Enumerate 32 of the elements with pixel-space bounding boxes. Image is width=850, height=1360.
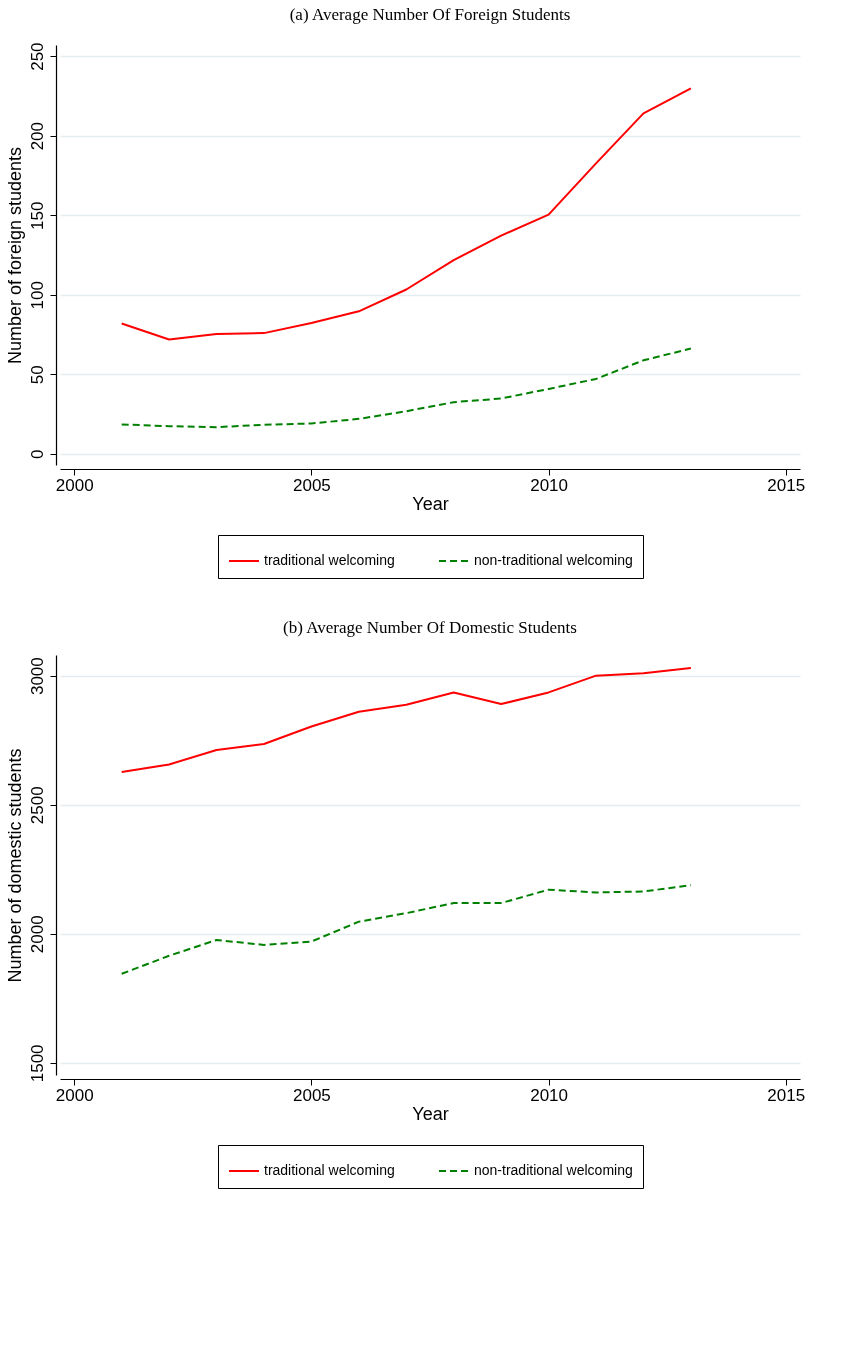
y-tick-label: 1500 [27, 1044, 47, 1083]
y-tick-label: 2500 [27, 786, 47, 825]
chart-title: (b) Average Number Of Domestic Students [283, 618, 577, 637]
y-tick-label: 2000 [27, 915, 47, 954]
y-tick-label: 3000 [27, 657, 47, 696]
chart-title: (a) Average Number Of Foreign Students [289, 4, 571, 24]
y-tick-label: 100 [27, 281, 47, 310]
line-series [120, 87, 692, 341]
x-tick-label: 2010 [530, 1085, 568, 1105]
x-tick-label: 2015 [767, 475, 806, 495]
x-tick-label: 2010 [530, 475, 568, 495]
y-tick-label: 50 [27, 365, 47, 385]
legend-label: traditional welcoming [264, 552, 395, 568]
x-tick-label: 2005 [293, 475, 331, 495]
y-tick-label: 250 [27, 42, 47, 71]
line-series [120, 347, 692, 429]
line-series [120, 884, 692, 975]
x-tick-label: 2015 [767, 1085, 806, 1105]
x-tick-label: 2005 [293, 1085, 331, 1105]
y-tick-label: 0 [27, 449, 47, 460]
legend-label: traditional welcoming [264, 1162, 395, 1178]
y-axis-title: Number of foreign students [4, 146, 25, 365]
x-tick-label: 2000 [55, 1085, 94, 1105]
x-tick-label: 2000 [55, 475, 94, 495]
legend-label: non-traditional welcoming [474, 1162, 633, 1178]
y-axis-title: Number of domestic students [4, 748, 25, 983]
x-axis-title: Year [412, 493, 449, 514]
y-tick-label: 150 [27, 201, 47, 230]
x-axis-title: Year [412, 1103, 449, 1124]
line-series [120, 666, 692, 773]
y-tick-label: 200 [27, 121, 47, 151]
legend-label: non-traditional welcoming [474, 552, 633, 568]
